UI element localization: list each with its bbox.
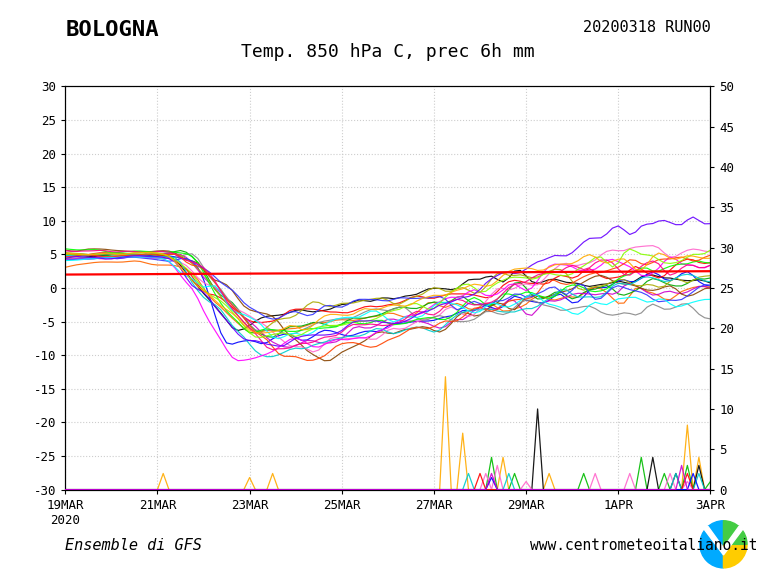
Wedge shape xyxy=(723,521,747,544)
Text: www.centrometeoitaliano.it: www.centrometeoitaliano.it xyxy=(530,538,757,553)
Text: Ensemble di GFS: Ensemble di GFS xyxy=(65,538,202,553)
Text: Temp. 850 hPa C, prec 6h mm: Temp. 850 hPa C, prec 6h mm xyxy=(241,43,535,61)
Text: 20200318 RUN00: 20200318 RUN00 xyxy=(583,20,710,35)
Polygon shape xyxy=(702,526,745,555)
Wedge shape xyxy=(723,544,747,568)
Text: BOLOGNA: BOLOGNA xyxy=(65,20,159,40)
Wedge shape xyxy=(700,521,723,568)
